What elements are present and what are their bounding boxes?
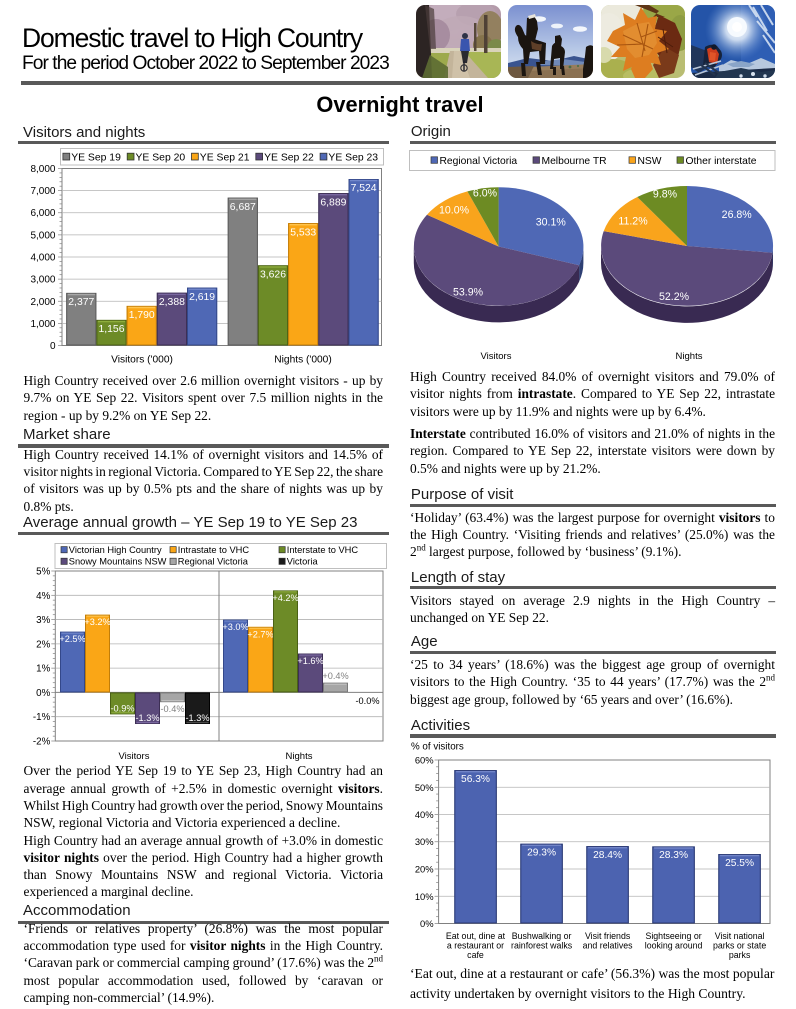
svg-text:Bushwalking or: Bushwalking or [512,931,572,941]
svg-text:YE Sep 20: YE Sep 20 [136,152,186,163]
svg-text:parks: parks [729,950,751,960]
svg-text:3%: 3% [36,615,50,626]
svg-text:NSW: NSW [638,156,662,167]
svg-text:1%: 1% [36,664,50,675]
svg-text:-2%: -2% [33,737,51,748]
svg-text:cafe: cafe [467,950,484,960]
svg-text:+1.6%: +1.6% [297,656,323,666]
svg-text:+3.2%: +3.2% [84,617,110,627]
svg-text:% of visitors: % of visitors [411,741,464,752]
svg-text:4,000: 4,000 [30,253,55,264]
svg-text:YE Sep 23: YE Sep 23 [328,152,378,163]
svg-text:-0.0%: -0.0% [355,696,379,706]
svg-text:26.8%: 26.8% [722,209,753,221]
svg-text:9.8%: 9.8% [653,189,678,201]
svg-text:5,533: 5,533 [290,227,316,238]
svg-text:1,000: 1,000 [30,319,55,330]
svg-text:+0.4%: +0.4% [322,671,348,681]
svg-text:YE Sep 19: YE Sep 19 [71,152,121,163]
svg-text:3,000: 3,000 [30,275,55,286]
svg-text:Visitors ('000): Visitors ('000) [111,355,173,366]
svg-text:0%: 0% [36,688,50,699]
svg-text:0%: 0% [420,918,434,929]
svg-text:8,000: 8,000 [30,164,55,175]
svg-text:rainforest walks: rainforest walks [511,940,573,950]
svg-text:-1.3%: -1.3% [185,713,209,723]
svg-text:5,000: 5,000 [30,230,55,241]
svg-text:Intrastate to VHC: Intrastate to VHC [178,545,250,555]
svg-text:-1%: -1% [33,712,51,723]
svg-text:7,000: 7,000 [30,186,55,197]
svg-text:Regional Victoria: Regional Victoria [440,156,518,167]
svg-text:1,156: 1,156 [98,324,124,335]
svg-text:2,619: 2,619 [189,292,215,303]
svg-text:60%: 60% [415,755,434,766]
svg-text:2,000: 2,000 [30,297,55,308]
svg-text:+4.2%: +4.2% [272,593,298,603]
svg-text:50%: 50% [415,782,434,793]
svg-text:7,524: 7,524 [351,183,377,194]
svg-text:Visitors: Visitors [119,751,150,762]
svg-text:0: 0 [50,341,56,352]
svg-text:10.0%: 10.0% [439,205,470,217]
svg-text:4%: 4% [36,591,50,602]
svg-text:29.3%: 29.3% [527,848,556,859]
svg-text:Eat out, dine at: Eat out, dine at [446,931,506,941]
svg-text:6.0%: 6.0% [473,188,498,200]
svg-text:Nights ('000): Nights ('000) [274,355,331,366]
svg-text:Regional Victoria: Regional Victoria [178,556,249,566]
svg-text:+3.0%: +3.0% [222,622,248,632]
svg-text:1,790: 1,790 [129,310,155,321]
svg-text:30%: 30% [415,836,434,847]
svg-text:30.1%: 30.1% [536,217,567,229]
svg-text:Other interstate: Other interstate [686,156,757,167]
svg-text:20%: 20% [415,864,434,875]
svg-text:a restaurant or: a restaurant or [447,940,504,950]
svg-text:-0.4%: -0.4% [160,704,184,714]
svg-text:52.2%: 52.2% [659,291,690,303]
svg-text:3,626: 3,626 [260,270,286,281]
svg-text:Nights: Nights [286,751,313,762]
svg-text:Visit national: Visit national [715,931,765,941]
svg-text:2,377: 2,377 [68,297,94,308]
svg-text:Visit friends: Visit friends [585,931,631,941]
svg-text:53.9%: 53.9% [453,287,484,299]
svg-text:6,000: 6,000 [30,208,55,219]
svg-text:+2.7%: +2.7% [247,629,273,639]
svg-text:10%: 10% [415,891,434,902]
svg-text:Victorian High Country: Victorian High Country [69,545,162,555]
svg-text:28.4%: 28.4% [593,850,622,861]
svg-text:Melbourne TR: Melbourne TR [542,156,607,167]
svg-text:-1.3%: -1.3% [135,713,159,723]
svg-text:Nights: Nights [676,351,703,362]
svg-text:+2.5%: +2.5% [59,634,85,644]
svg-text:YE Sep 22: YE Sep 22 [264,152,314,163]
svg-text:Sightseeing or: Sightseeing or [645,931,701,941]
svg-text:2,388: 2,388 [159,297,185,308]
svg-text:Visitors: Visitors [481,351,512,362]
svg-text:6,687: 6,687 [230,202,256,213]
svg-text:6,889: 6,889 [320,197,346,208]
svg-text:-0.9%: -0.9% [110,703,134,713]
svg-text:5%: 5% [36,567,50,578]
svg-text:and relatives: and relatives [583,940,633,950]
svg-text:2%: 2% [36,639,50,650]
svg-text:YE Sep 21: YE Sep 21 [200,152,250,163]
svg-text:40%: 40% [415,809,434,820]
svg-text:56.3%: 56.3% [461,774,490,785]
svg-text:25.5%: 25.5% [725,858,754,869]
svg-text:Interstate to VHC: Interstate to VHC [287,545,359,555]
svg-text:parks or state: parks or state [713,940,766,950]
svg-text:looking around: looking around [645,940,703,950]
svg-text:Victoria: Victoria [287,556,319,566]
svg-text:Snowy Mountains NSW: Snowy Mountains NSW [69,556,167,566]
svg-text:28.3%: 28.3% [659,850,688,861]
svg-text:11.2%: 11.2% [618,216,648,228]
